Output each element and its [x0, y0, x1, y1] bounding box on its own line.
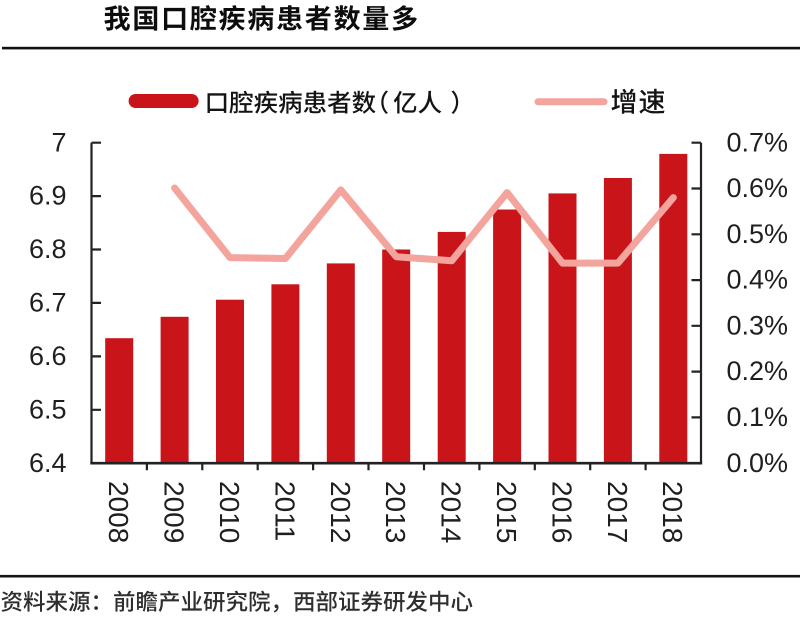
svg-text:2008: 2008	[103, 481, 134, 543]
svg-text:2012: 2012	[325, 481, 356, 543]
svg-text:0.5%: 0.5%	[727, 219, 789, 249]
svg-text:0.7%: 0.7%	[727, 127, 789, 157]
svg-text:6.5: 6.5	[29, 394, 67, 424]
svg-text:2009: 2009	[159, 481, 190, 543]
svg-text:2011: 2011	[269, 481, 300, 541]
svg-text:2010: 2010	[214, 481, 245, 543]
svg-text:2017: 2017	[602, 481, 633, 543]
svg-text:0.6%: 0.6%	[727, 173, 789, 203]
svg-text:2015: 2015	[491, 481, 522, 543]
svg-text:2018: 2018	[657, 481, 688, 543]
svg-text:0.2%: 0.2%	[727, 356, 789, 386]
svg-text:6.4: 6.4	[29, 448, 67, 478]
svg-text:7: 7	[51, 127, 66, 157]
svg-text:6.8: 6.8	[29, 234, 67, 264]
svg-text:0.0%: 0.0%	[727, 448, 789, 478]
svg-text:0.4%: 0.4%	[727, 265, 789, 295]
svg-text:6.9: 6.9	[29, 181, 67, 211]
svg-text:2014: 2014	[436, 481, 467, 543]
svg-text:2013: 2013	[380, 481, 411, 543]
svg-text:0.3%: 0.3%	[727, 310, 789, 340]
svg-text:0.1%: 0.1%	[727, 402, 789, 432]
svg-text:2016: 2016	[546, 481, 577, 543]
svg-text:6.7: 6.7	[29, 288, 67, 318]
svg-text:6.6: 6.6	[29, 341, 67, 371]
